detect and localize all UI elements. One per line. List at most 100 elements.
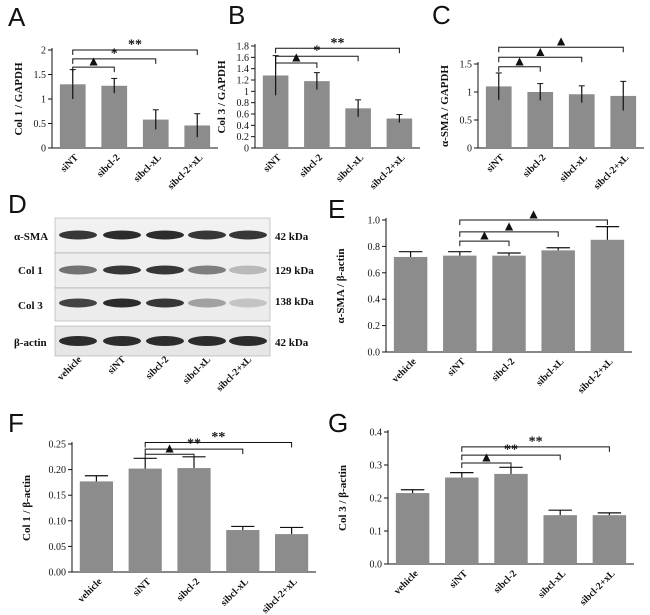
significance-bracket [461,462,512,469]
blot-band-r3-l1 [103,336,141,346]
y-tick-label: 0.1 [370,527,383,538]
x-tick-label: sibcl-2+xL [368,152,408,192]
y-tick-label: 0.3 [370,461,383,472]
blot-band-r3-l4 [229,336,267,346]
blot-band-r0-l1 [103,230,141,240]
y-tick-label: 1 [41,95,46,106]
significance-label: ▲ [533,45,547,60]
significance-bracket [461,454,561,461]
y-tick-label: 0 [467,144,472,155]
y-tick-label: 0.2 [370,494,383,505]
y-tick-label: 0.05 [49,542,67,553]
y-tick-label: 0.10 [49,516,67,527]
significance-label: ** [504,443,518,458]
significance-label: ▲ [502,219,516,234]
bar [541,250,575,352]
blot-label-asma: α-SMA [14,231,48,243]
blot-lane-label: sibcl-2 [144,354,171,381]
bar [568,94,595,148]
x-tick-label: siNT [448,568,471,591]
significance-bracket [459,240,510,247]
blot-size-bactin: 42 kDa [275,337,309,349]
blot-band-r2-l1 [103,298,141,308]
x-tick-label: siNT [59,152,82,175]
significance-label: ** [529,434,543,449]
y-tick-label: 0.6 [237,110,250,121]
x-tick-label: sibcl-2+xL [260,576,300,615]
bar [395,493,430,564]
x-tick-label: sibcl-2 [490,356,517,383]
y-tick-label: 1 [244,87,249,98]
significance-bracket [144,448,244,455]
y-tick-label: 0.5 [34,119,47,130]
blot-lane-label: siNT [106,354,129,377]
significance-bracket [72,49,198,55]
blot-band-r3-l2 [146,336,184,346]
x-tick-label: sibcl-2 [521,152,548,179]
y-tick-label: 0.8 [368,242,381,253]
y-tick-label: 1.8 [237,42,250,53]
x-tick-label: sibcl-2+xL [576,356,616,396]
significance-bracket [275,55,359,62]
significance-label: * [313,44,320,59]
panel-letter-e: E [328,194,345,224]
y-axis-label: α-SMA / β-actin [335,249,347,324]
y-tick-label: 0.6 [368,268,381,279]
blot-band-r3-l3 [188,336,226,346]
blot-band-r2-l3 [188,298,226,308]
chart-f: 0.00 0.05 0.10 0.15 0.20 0.25 Col 1 / β-actin v… [21,430,316,615]
x-tick-label: sibcl-2+xL [578,568,618,608]
bar [590,239,625,352]
y-tick-label: 0.8 [237,98,250,109]
y-tick-label: 0.4 [368,295,381,306]
bar [592,515,627,564]
x-tick-label: vehicle [390,356,419,385]
y-tick-label: 1.0 [368,216,381,227]
blot-band-r1-l4 [229,265,267,275]
x-tick-label: sibcl-xL [132,152,164,184]
blot-band-r0-l2 [146,230,184,240]
x-tick-label: sibcl-xL [334,152,366,184]
y-tick-label: 0.20 [49,465,67,476]
x-tick-label: sibcl-xL [219,576,251,608]
blot-band-r2-l2 [146,298,184,308]
x-tick-label: sibcl-2 [298,152,325,179]
y-tick-label: 0.0 [368,348,381,359]
blot-label-col1: Col 1 [18,265,43,277]
blot-size-col1: 129 kDa [275,265,314,277]
y-tick-label: 0.00 [49,568,67,579]
y-tick-label: 2 [41,46,46,57]
panel-letter-d: D [8,189,27,219]
blot-band-r1-l1 [103,265,141,275]
significance-bracket [459,231,559,237]
significance-bracket [72,66,115,73]
x-tick-label: sibcl-xL [536,568,568,600]
blot-band-r2-l4 [229,298,267,308]
y-tick-label: 1.2 [237,76,250,87]
bar [275,534,309,572]
panel-letter-a: A [8,2,26,32]
blot-lane-label: sibcl-2+xL [214,354,254,394]
y-tick-label: 0.4 [370,428,383,439]
western-blot: α-SMA Col 1 Col 3 β-actin 42 kDa 129 kDa… [14,217,314,394]
significance-bracket [498,56,583,63]
significance-bracket [498,66,541,72]
x-tick-label: siNT [485,152,508,175]
bar [79,481,113,572]
significance-label: ▲ [527,208,541,223]
y-tick-label: 0.5 [460,116,473,127]
chart-b: 00.20.40.60.811.21.41.61.8 Col 3 / GAPDH s… [216,36,420,192]
y-tick-label: 0.15 [49,491,67,502]
significance-label: ** [128,38,142,53]
bar [128,468,162,572]
blot-size-asma: 42 kDa [275,231,309,243]
blot-label-bactin: β-actin [14,337,47,349]
bar [386,118,413,148]
y-tick-label: 1.4 [237,64,250,75]
x-tick-label: sibcl-2 [492,568,519,595]
significance-bracket [461,446,610,452]
bar [445,477,479,564]
chart-a: 0 0.5 1 1.5 2 Col 1 / GAPDH siNT sibcl-2 sibcl-x… [13,38,218,192]
significance-label: ▲ [289,51,303,66]
blot-size-col3: 138 kDa [275,296,314,308]
